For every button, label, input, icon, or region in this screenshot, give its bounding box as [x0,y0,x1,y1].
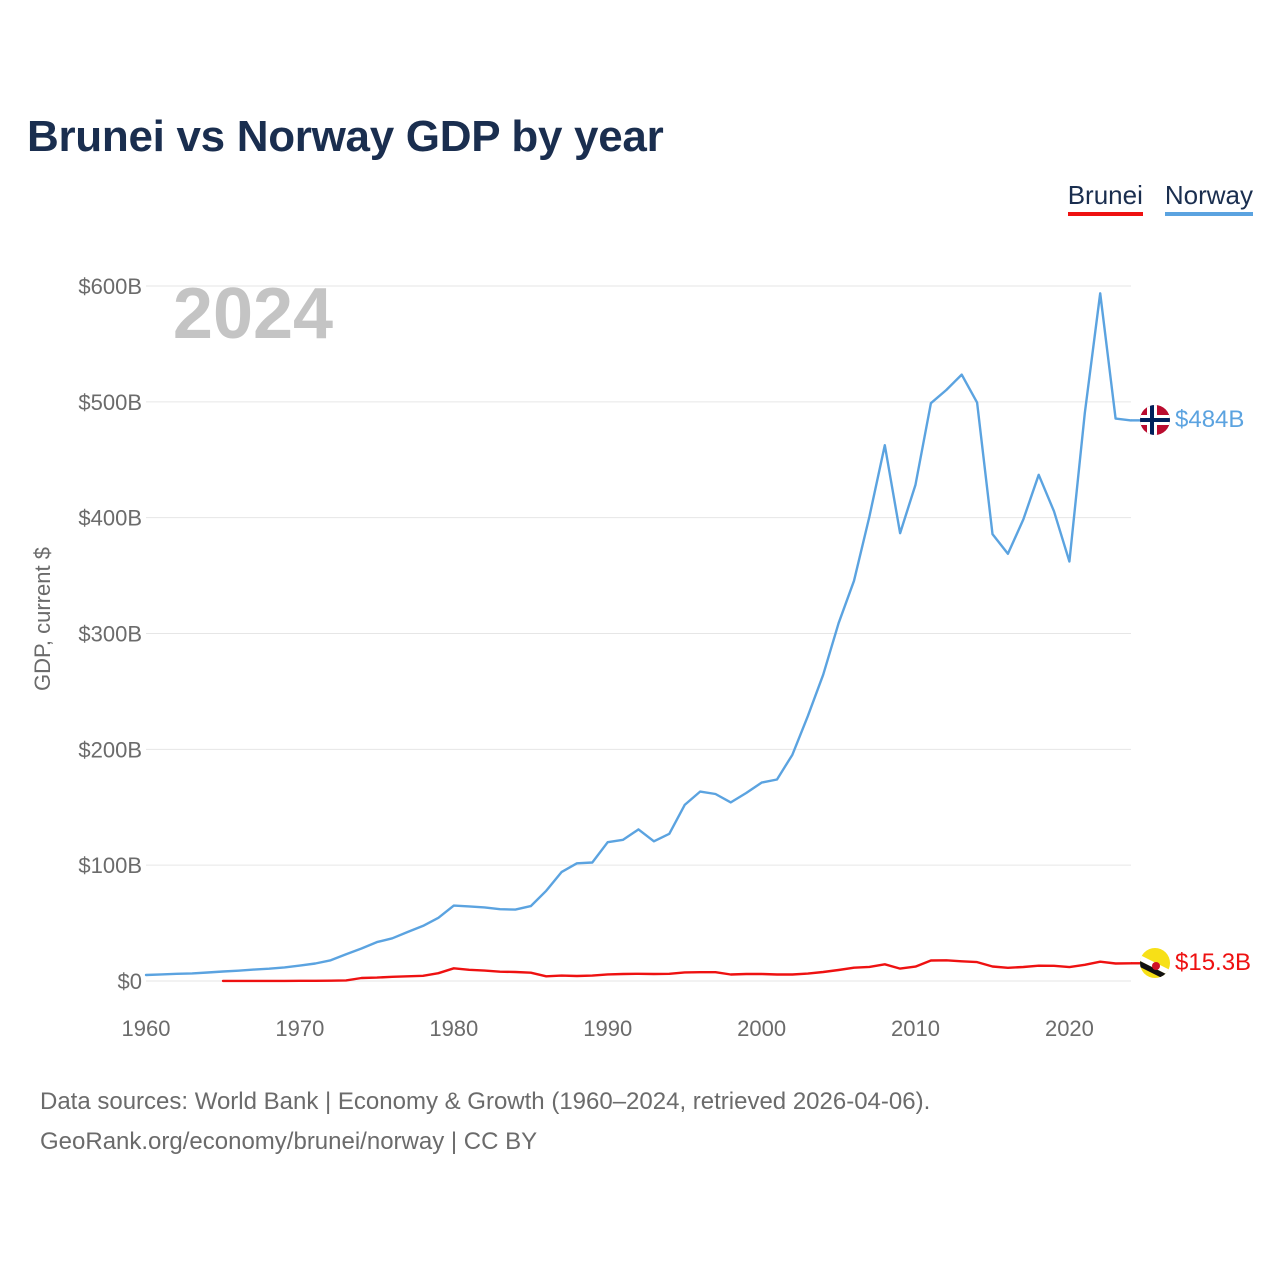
norway-end-marker: $484B [1140,405,1244,435]
legend: Brunei Norway [1067,180,1253,216]
x-tick-label: 1970 [275,1016,324,1041]
x-axis-ticks: 1960 1970 1980 1990 2000 2010 2020 [122,1016,1094,1041]
data-source-note: Data sources: World Bank | Economy & Gro… [40,1088,931,1115]
footer: Data sources: World Bank | Economy & Gro… [40,1082,930,1162]
norway-series-line[interactable] [144,292,1133,977]
x-tick-label: 2010 [891,1016,940,1041]
brunei-end-marker: $15.3B [1140,948,1251,978]
brunei-flag-icon [1140,948,1170,978]
norway-flag-icon [1140,405,1170,435]
legend-item-brunei[interactable]: Brunei [1067,180,1143,216]
y-tick-label: $500B [78,390,142,415]
y-axis-label: GDP, current $ [30,547,55,691]
current-year-label: 2024 [173,274,333,354]
brunei-series-line[interactable] [221,959,1133,983]
x-tick-label: 2000 [737,1016,786,1041]
gdp-line-chart: $0 $100B $200B $300B $400B $500B $600B 1960 197… [30,274,1251,1041]
source-link[interactable]: GeoRank.org/economy/brunei/norway | CC B… [40,1128,538,1155]
y-tick-label: $0 [118,969,142,994]
y-tick-label: $300B [78,622,142,647]
legend-item-norway[interactable]: Norway [1164,180,1253,216]
x-tick-label: 1990 [583,1016,632,1041]
series-lines [144,292,1140,983]
norway-end-value: $484B [1175,406,1244,433]
grid-lines [146,285,1131,982]
x-tick-label: 1980 [429,1016,478,1041]
chart-title: Brunei vs Norway GDP by year [27,112,664,161]
x-tick-label: 1960 [122,1016,171,1041]
y-tick-label: $200B [78,737,142,762]
x-tick-label: 2020 [1045,1016,1094,1041]
y-tick-label: $600B [78,274,142,299]
y-axis-ticks: $0 $100B $200B $300B $400B $500B $600B [78,274,142,994]
y-tick-label: $400B [78,506,142,531]
brunei-end-value: $15.3B [1175,949,1251,976]
y-tick-label: $100B [78,853,142,878]
